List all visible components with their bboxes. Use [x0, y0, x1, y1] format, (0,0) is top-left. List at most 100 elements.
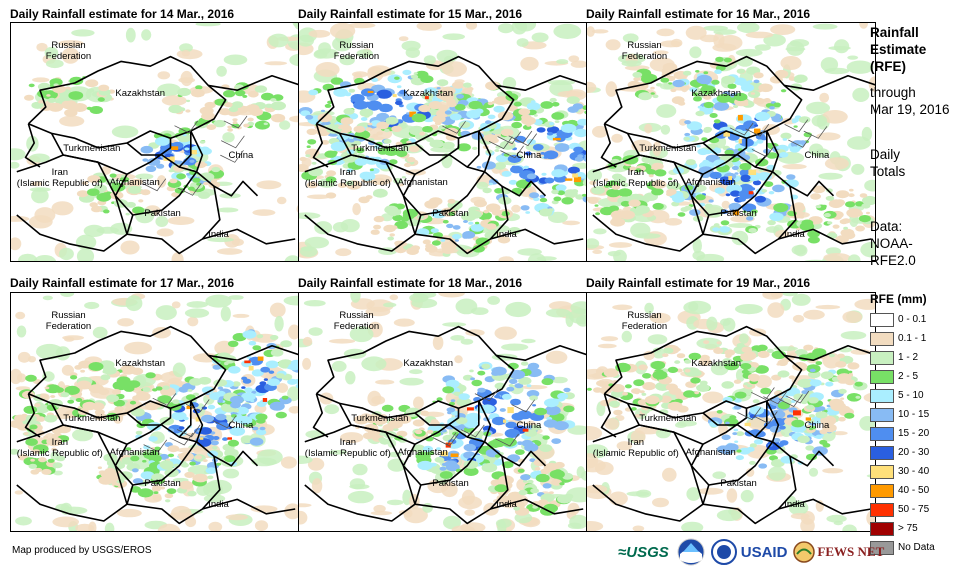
rainfall-map[interactable]: Russian Federation Kazakhstan Turkmenistan C…: [298, 292, 588, 532]
country-border: [600, 123, 617, 168]
rain-cell: [698, 358, 712, 366]
rain-cell: [299, 156, 307, 162]
rain-cell: [373, 504, 386, 513]
rain-cell: [441, 86, 456, 95]
rain-cell: [551, 438, 562, 444]
rain-cell: [132, 478, 144, 485]
rain-cell: [504, 428, 521, 438]
rain-cell: [216, 65, 227, 77]
rain-cell: [523, 165, 530, 169]
rain-cell: [137, 488, 154, 498]
rain-cell: [87, 175, 101, 183]
rain-cell: [551, 189, 559, 195]
rain-cell: [446, 463, 460, 472]
rain-cell: [858, 215, 871, 223]
usgs-logo: ≈USGS: [618, 543, 669, 561]
rainfall-map[interactable]: Russian Federation Kazakhstan Turkmenistan C…: [586, 292, 876, 532]
rain-cell: [401, 40, 421, 51]
country-borders: [592, 55, 875, 255]
rain-cell: [468, 100, 483, 110]
rainfall-map[interactable]: Russian Federation Kazakhstan Turkmenistan C…: [298, 22, 588, 262]
rain-cell: [540, 101, 554, 109]
rain-cell: [88, 362, 104, 371]
rain-cell: [733, 428, 739, 432]
rain-cell: [713, 159, 726, 167]
rain-cell: [567, 166, 580, 174]
rain-cell: [763, 181, 774, 188]
rain-hotspot: [748, 169, 757, 175]
rain-cell: [15, 311, 26, 320]
rain-cell: [597, 343, 617, 349]
rain-cell: [596, 380, 606, 387]
rain-cell: [178, 77, 195, 83]
rain-cell: [218, 108, 232, 116]
rainfall-map[interactable]: Russian Federation Kazakhstan Turkmenistan C…: [586, 22, 876, 262]
rain-cell: [696, 383, 710, 392]
rain-cell: [763, 98, 771, 103]
rain-blobs: [299, 69, 587, 257]
rain-cell: [345, 180, 355, 186]
rain-cell: [485, 81, 500, 91]
rain-cell: [638, 92, 652, 101]
rain-cell: [438, 109, 447, 115]
rain-cell: [759, 101, 764, 104]
country-borders: [16, 325, 299, 525]
rain-cell: [252, 426, 259, 431]
rain-cell: [202, 459, 208, 463]
country-border: [315, 325, 515, 419]
rain-cell: [159, 486, 166, 490]
rain-cell: [642, 382, 656, 391]
rain-cell: [847, 254, 861, 261]
province-border: [753, 411, 778, 425]
rain-cell: [662, 62, 678, 72]
rain-cell: [549, 469, 565, 479]
country-border: [126, 131, 192, 168]
rain-cell: [495, 154, 509, 163]
rain-cell: [630, 407, 637, 411]
rain-hotspot: [737, 114, 743, 121]
rain-cell: [782, 138, 788, 141]
rain-cell: [129, 400, 137, 405]
rain-cell: [192, 475, 202, 482]
rain-cell: [587, 387, 592, 391]
country-label-turkmenistan: Turkmenistan: [639, 143, 697, 154]
rainfall-map[interactable]: Russian Federation Kazakhstan Turkmenistan C…: [10, 292, 300, 532]
rain-cell: [244, 387, 253, 393]
rain-cell: [650, 360, 666, 370]
panel-title: Daily Rainfall estimate for 17 Mar., 201…: [10, 276, 235, 290]
rain-cell: [457, 143, 471, 152]
country-label-iran: Iran (Islamic Republic of): [592, 167, 679, 189]
country-borders: [304, 325, 587, 525]
rain-cell: [458, 495, 483, 510]
rain-cell: [455, 298, 478, 315]
rain-cell: [113, 399, 126, 407]
rain-cell: [352, 463, 368, 476]
rain-cell: [660, 124, 671, 135]
rain-cell: [52, 462, 63, 469]
rain-cell: [96, 226, 119, 234]
rain-cell: [704, 203, 713, 209]
rain-cell: [859, 23, 868, 29]
rain-cell: [270, 349, 284, 357]
rainfall-map[interactable]: Russian Federation Kazakhstan Turkmenistan C…: [10, 22, 300, 262]
rain-cell: [332, 36, 353, 52]
rain-cell: [406, 156, 416, 163]
rain-cell: [536, 470, 542, 474]
rain-cell: [828, 46, 851, 51]
rain-cell: [549, 122, 555, 126]
rain-cell: [192, 166, 198, 170]
rain-cell: [106, 394, 119, 403]
rain-cell: [537, 499, 549, 506]
rain-cell: [518, 108, 531, 116]
rain-cell: [58, 40, 84, 47]
rain-cell: [450, 399, 456, 403]
rain-cell: [621, 182, 629, 188]
rain-cell: [167, 445, 180, 453]
rain-cell: [102, 366, 117, 375]
rain-cell: [587, 426, 603, 441]
rain-cell: [463, 467, 479, 476]
rain-cell: [173, 164, 185, 172]
rain-cell: [539, 194, 546, 199]
rain-cell: [320, 109, 326, 113]
rain-cell: [25, 374, 37, 382]
